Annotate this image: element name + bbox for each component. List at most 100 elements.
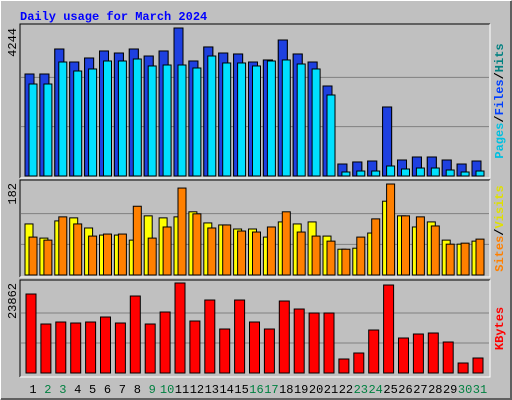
bar — [28, 83, 38, 177]
bar — [103, 233, 112, 276]
bar — [174, 282, 186, 374]
bar — [189, 320, 201, 374]
bar — [100, 316, 111, 374]
x-tick-label: 18 — [279, 383, 293, 397]
bar — [207, 227, 217, 276]
bar — [311, 235, 321, 276]
x-tick-label: 9 — [149, 383, 156, 397]
bar — [117, 60, 127, 177]
bar — [28, 236, 38, 276]
bar — [237, 62, 247, 177]
bar — [460, 242, 470, 276]
panel-bevel-dark — [19, 279, 490, 377]
x-tick-label: 30 — [458, 383, 472, 397]
bar — [192, 213, 202, 276]
x-tick-label: 29 — [443, 383, 457, 397]
bar — [371, 170, 381, 177]
bar — [222, 224, 232, 276]
legend-entry: Hits — [493, 43, 507, 72]
bar — [430, 225, 440, 276]
x-tick-label: 27 — [413, 383, 427, 397]
x-tick-label: 19 — [294, 383, 308, 397]
bar — [162, 226, 172, 276]
bar — [311, 68, 321, 177]
bar — [430, 167, 440, 177]
bar — [427, 332, 439, 374]
bar — [207, 55, 217, 177]
x-tick-label: 20 — [309, 383, 323, 397]
legend-separator: / — [493, 72, 507, 79]
x-tick-label: 4 — [74, 383, 81, 397]
bar — [222, 62, 232, 177]
x-tick-label: 10 — [160, 383, 174, 397]
bar — [326, 240, 336, 276]
bar — [88, 235, 98, 276]
bar — [25, 293, 37, 374]
bar — [252, 65, 261, 177]
x-tick-label: 16 — [249, 383, 263, 397]
y-max-label: 182 — [6, 183, 20, 205]
x-tick-label: 21 — [324, 383, 338, 397]
x-tick-label: 25 — [383, 383, 397, 397]
panel-bevel-light — [20, 180, 491, 278]
bar — [266, 60, 276, 177]
x-tick-label: 17 — [264, 383, 278, 397]
bar — [415, 167, 425, 177]
x-tick-label: 6 — [104, 383, 111, 397]
bar — [442, 341, 454, 374]
bar — [73, 70, 83, 177]
x-tick-label: 7 — [119, 383, 126, 397]
x-tick-label: 24 — [368, 383, 382, 397]
bar — [323, 312, 335, 374]
bar — [132, 205, 142, 276]
bar — [219, 328, 231, 374]
bar — [293, 308, 305, 374]
bar — [475, 238, 485, 276]
bar — [266, 226, 276, 276]
bar — [103, 60, 112, 177]
bar — [475, 170, 485, 177]
bar — [58, 216, 68, 276]
y-max-label: 23862 — [6, 283, 20, 319]
bar — [147, 237, 157, 276]
bar — [412, 333, 424, 374]
x-tick-label: 31 — [473, 383, 487, 397]
bar — [281, 59, 291, 177]
bar — [162, 64, 172, 177]
bar — [383, 284, 395, 374]
bar — [43, 83, 53, 177]
bar — [252, 231, 261, 276]
bar — [356, 170, 366, 177]
x-tick-label: 12 — [190, 383, 204, 397]
bar — [386, 183, 396, 276]
bar — [472, 357, 484, 374]
bar — [58, 61, 68, 177]
panel-bevel-dark — [19, 179, 490, 277]
bar — [326, 94, 336, 177]
bar — [415, 216, 425, 276]
bar — [308, 312, 320, 374]
panel-bevel-light — [20, 24, 491, 179]
bar — [117, 233, 127, 276]
bar — [88, 68, 98, 177]
legend-separator: / — [493, 115, 507, 122]
bar — [296, 231, 306, 276]
bar — [85, 321, 97, 374]
bar — [398, 337, 409, 374]
bar — [129, 295, 141, 374]
x-tick-label: 28 — [428, 383, 442, 397]
bar — [249, 321, 260, 374]
bar — [341, 171, 351, 177]
legend-entry: KBytes — [493, 307, 507, 350]
bar — [401, 168, 410, 177]
bar — [234, 299, 246, 374]
legend-entry: Sites — [493, 236, 507, 272]
y-max-label: 4244 — [6, 28, 20, 57]
bar — [204, 299, 216, 374]
bar — [237, 230, 247, 276]
bar — [263, 328, 275, 374]
bar — [144, 323, 156, 374]
bar — [147, 65, 157, 177]
bar — [132, 58, 142, 177]
